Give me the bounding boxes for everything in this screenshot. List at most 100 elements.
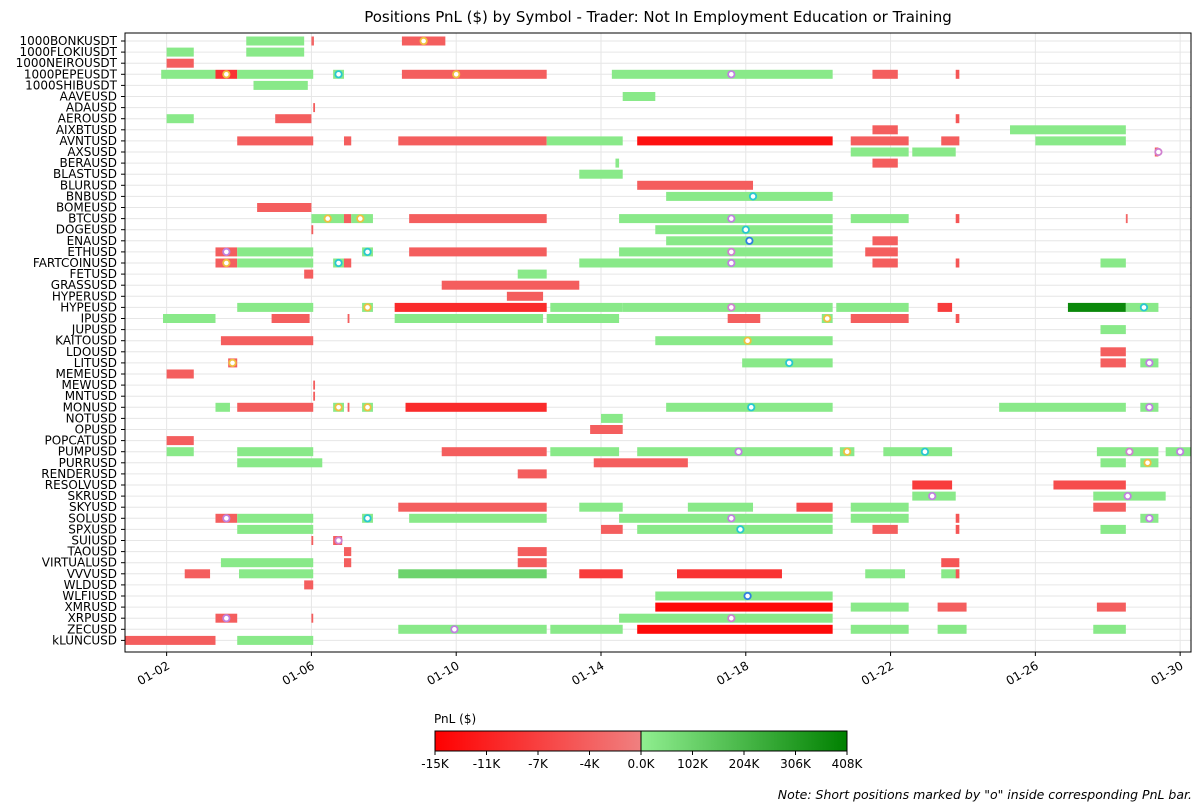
- short-marker: [222, 247, 231, 256]
- y-tick-label: ENAUSD: [67, 234, 117, 248]
- y-tick-label: RENDERUSD: [41, 467, 117, 481]
- pnl-bar: [872, 69, 898, 79]
- short-marker: [363, 303, 372, 312]
- colorbar-tick-label: 204K: [729, 757, 761, 771]
- pnl-bar: [313, 391, 316, 401]
- short-marker: [785, 358, 794, 367]
- pnl-bar: [275, 114, 312, 124]
- pnl-bar: [872, 258, 898, 268]
- pnl-bar: [517, 269, 547, 279]
- y-tick-label: MONUSD: [63, 400, 117, 414]
- pnl-bar: [237, 513, 314, 523]
- pnl-bar: [655, 602, 833, 612]
- short-marker: [745, 236, 754, 245]
- short-marker: [743, 591, 752, 601]
- short-marker: [1139, 303, 1149, 312]
- pnl-bar: [622, 92, 656, 101]
- pnl-bar: [394, 302, 547, 312]
- short-marker: [823, 314, 832, 323]
- pnl-bar: [872, 524, 898, 534]
- y-tick-label: AVNTUSD: [59, 134, 117, 148]
- short-marker: [727, 214, 736, 223]
- pnl-bar: [677, 569, 782, 579]
- short-marker: [734, 447, 743, 456]
- pnl-bar: [311, 36, 314, 46]
- colorbar-tick-label: -4K: [580, 757, 601, 771]
- pnl-bar: [872, 125, 898, 135]
- pnl-bar: [166, 47, 194, 57]
- y-tick-label: WLFIUSD: [62, 589, 117, 603]
- pnl-bar: [619, 214, 833, 224]
- pnl-bar: [1100, 358, 1126, 368]
- y-tick-label: SOLUSD: [68, 511, 117, 525]
- pnl-bar: [955, 114, 960, 124]
- pnl-bar: [517, 558, 547, 568]
- pnl-bar: [239, 569, 314, 579]
- pnl-bar: [237, 402, 314, 412]
- colorbar-tick-label: -7K: [528, 757, 549, 771]
- colorbar-tick-label: 306K: [780, 757, 812, 771]
- pnl-bar: [937, 602, 967, 612]
- pnl-bar: [343, 214, 352, 224]
- short-marker: [363, 247, 372, 256]
- pnl-bar: [550, 447, 620, 457]
- pnl-bar: [1067, 302, 1126, 312]
- pnl-bar: [550, 302, 623, 312]
- pnl-bar: [1100, 524, 1126, 534]
- y-tick-label: SKYUSD: [69, 500, 117, 514]
- x-tick-label: 01-30: [1148, 658, 1185, 688]
- short-marker: [1145, 358, 1154, 367]
- y-tick-label: NOTUSD: [66, 411, 117, 425]
- y-tick-label: MNTUSD: [65, 389, 117, 403]
- y-tick-label: TAOUSD: [67, 545, 117, 559]
- pnl-bar: [405, 402, 547, 412]
- pnl-bar: [237, 258, 314, 268]
- colorbar-title: PnL ($): [434, 712, 476, 726]
- y-tick-label: FARTCOINUSD: [33, 256, 117, 270]
- pnl-bar: [611, 69, 833, 79]
- pnl-bar: [237, 302, 314, 312]
- short-marker: [928, 491, 937, 501]
- short-marker: [323, 214, 332, 223]
- y-tick-label: BERAUSD: [59, 156, 117, 170]
- pnl-bar: [304, 580, 314, 590]
- y-tick-label: KAITOUSD: [55, 334, 117, 348]
- short-marker: [452, 70, 461, 79]
- pnl-bar: [237, 635, 314, 645]
- x-tick-label: 01-02: [135, 658, 172, 688]
- pnl-bar: [955, 569, 960, 579]
- y-tick-label: HYPERUSD: [52, 289, 117, 303]
- x-axis-labels: 01-02 01-06 01-10 01-14 01-18 01-22 01-26 01-30: [135, 652, 1186, 688]
- footnote: Note: Short positions marked by "o" insi…: [778, 787, 1192, 802]
- y-tick-label: RESOLVUSD: [45, 478, 117, 492]
- short-marker: [334, 258, 343, 268]
- pnl-bar: [1096, 602, 1126, 612]
- pnl-bar: [619, 247, 833, 257]
- pnl-bar: [1093, 624, 1126, 634]
- marker-layer: [222, 36, 1185, 634]
- x-tick-label: 01-22: [859, 658, 896, 688]
- y-tick-label: 1000BONKUSDT: [20, 34, 118, 48]
- pnl-bar: [796, 502, 833, 512]
- pnl-bar: [937, 302, 953, 312]
- pnl-bar: [343, 258, 352, 268]
- y-tick-label: BLURUSD: [60, 178, 117, 192]
- pnl-bar: [850, 624, 909, 634]
- pnl-bar: [1100, 458, 1126, 468]
- pnl-bar: [579, 258, 833, 268]
- short-marker: [741, 225, 750, 234]
- pnl-bar: [615, 158, 620, 168]
- plot-frame: [124, 32, 1192, 653]
- y-tick-label: BLASTUSD: [53, 167, 117, 181]
- colorbar: PnL ($) -15K -11K -7K -4K 0.0K 102K 204K 306K 40…: [421, 712, 863, 771]
- y-tick-label: AEROUSD: [58, 112, 117, 126]
- pnl-bar: [237, 136, 314, 146]
- y-tick-label: MEWUSD: [62, 378, 117, 392]
- y-tick-label: GRASSUSD: [51, 278, 117, 292]
- short-marker: [727, 70, 736, 79]
- pnl-bar: [579, 502, 623, 512]
- pnl-bar: [941, 569, 960, 579]
- pnl-bar: [955, 513, 960, 523]
- short-marker: [222, 514, 231, 523]
- pnl-bar: [850, 502, 909, 512]
